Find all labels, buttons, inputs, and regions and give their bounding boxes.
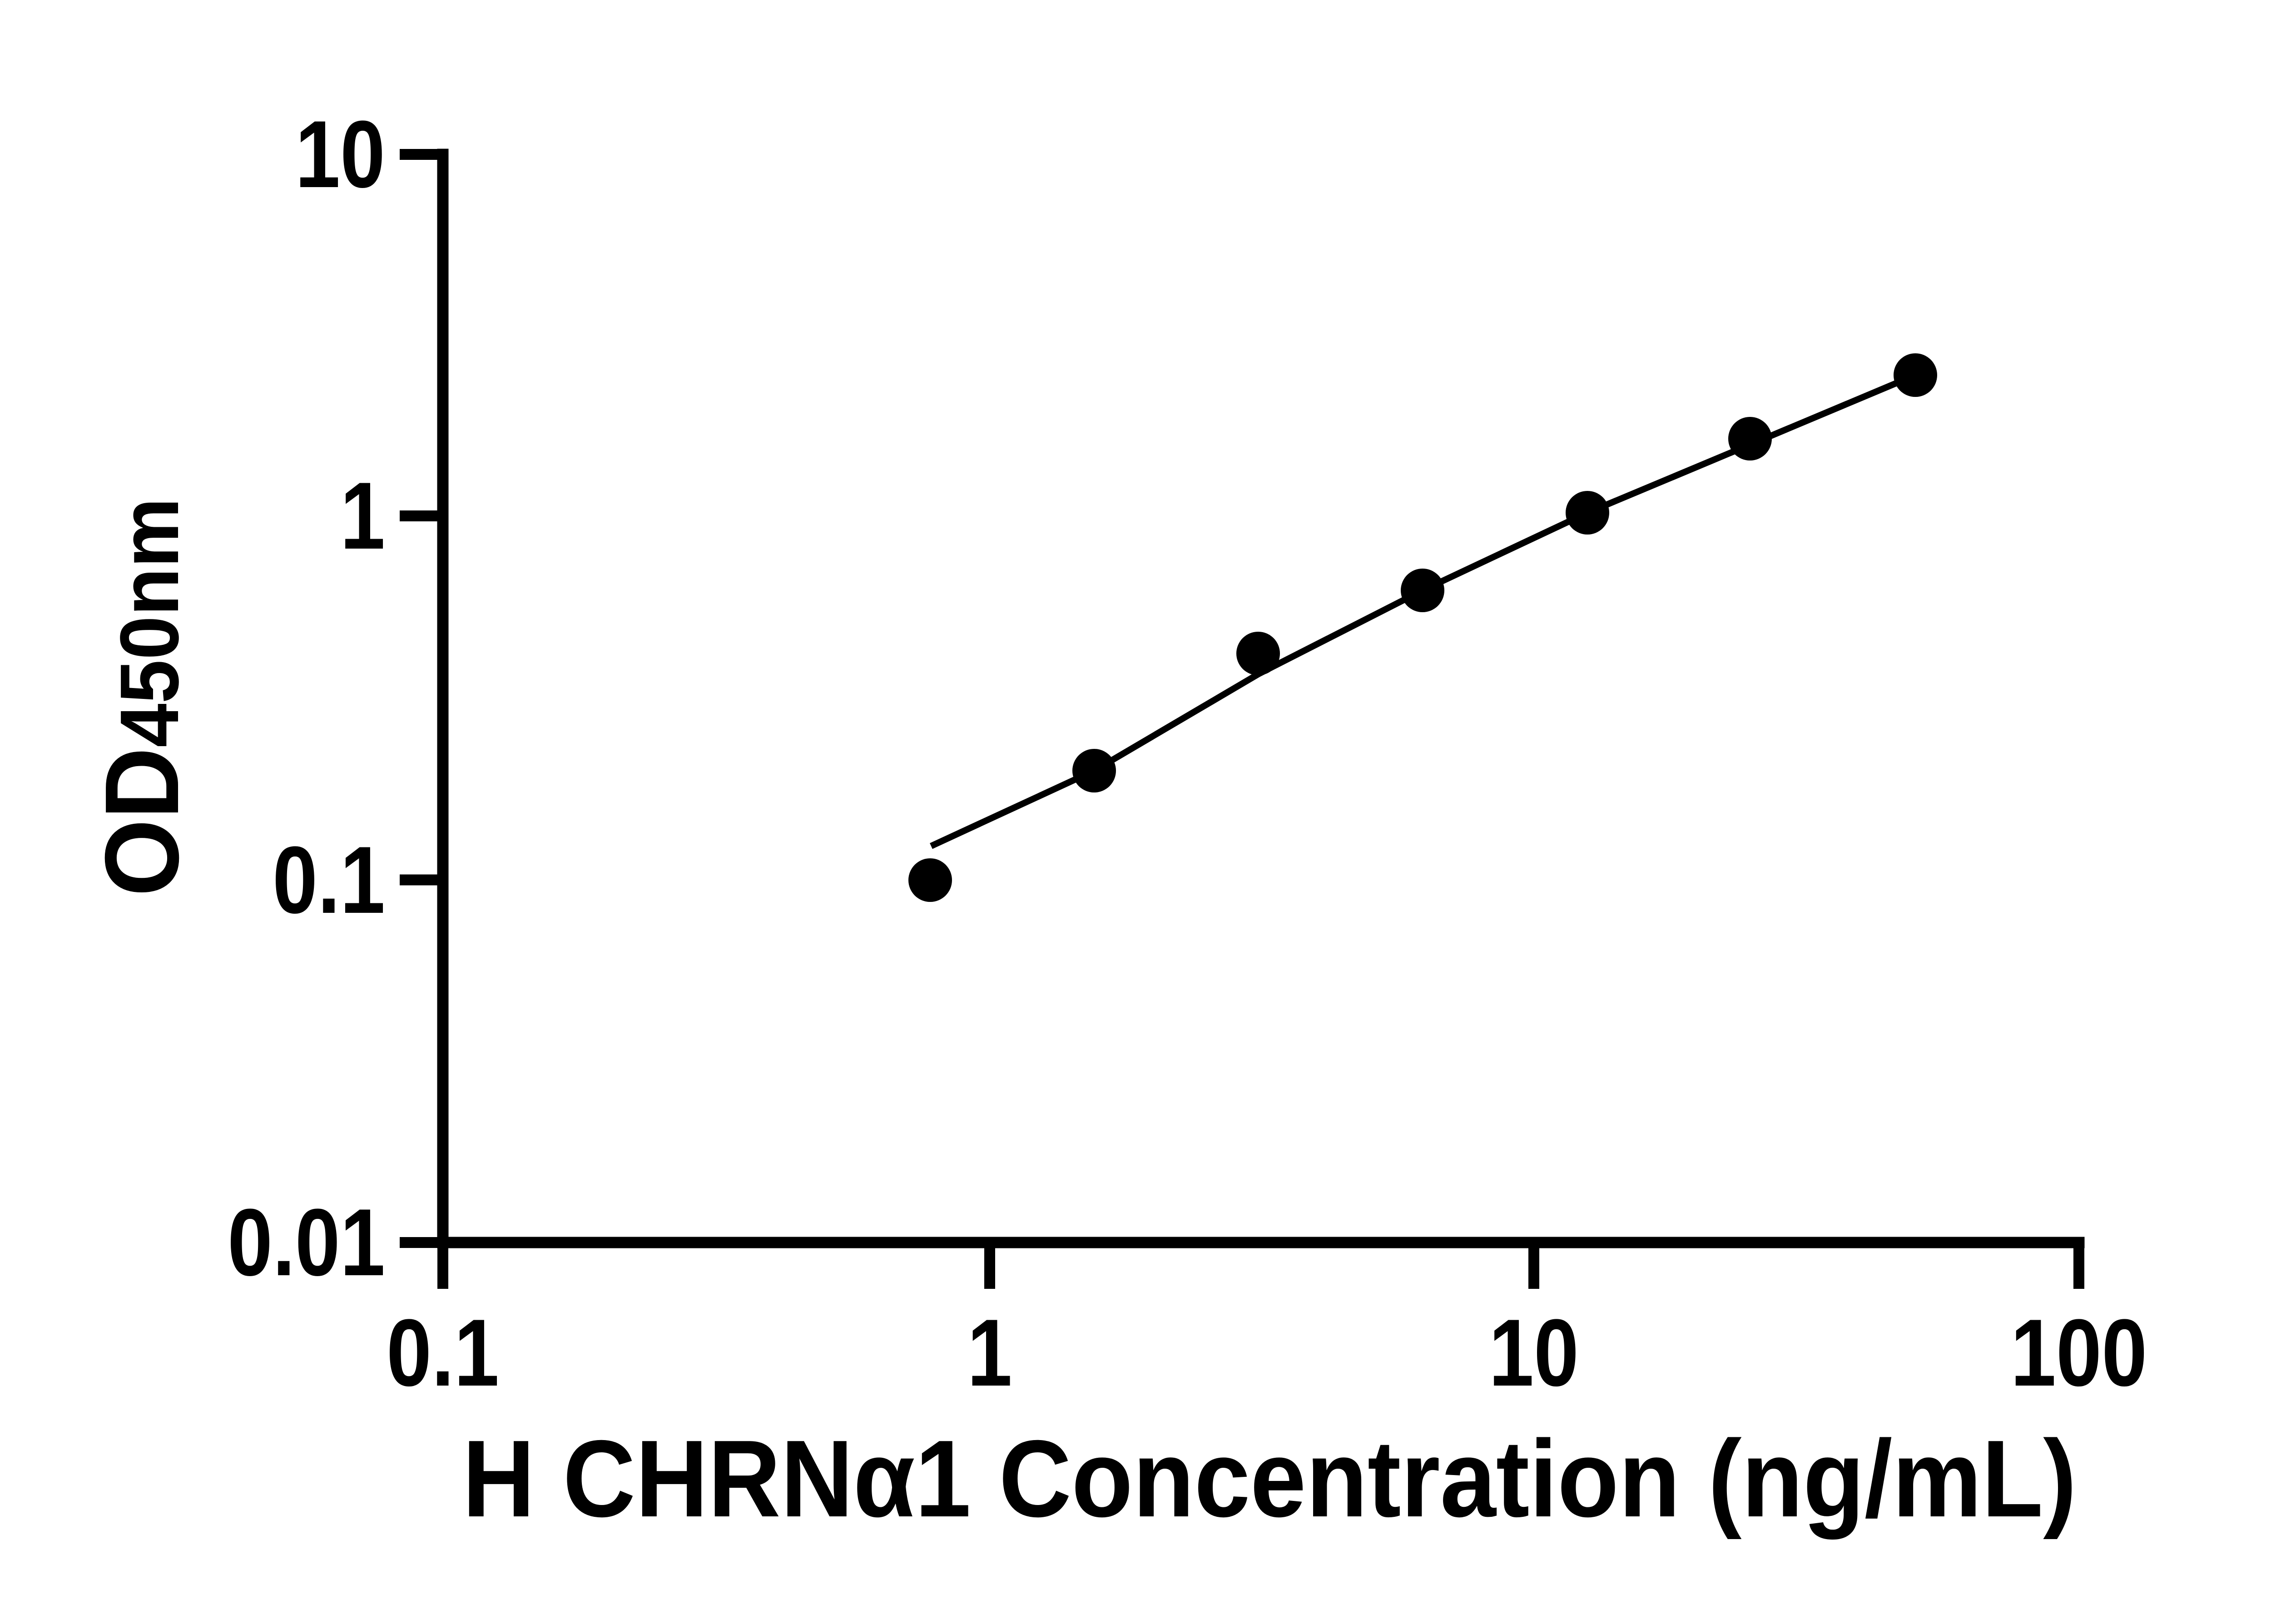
svg-text:10: 10 bbox=[295, 101, 385, 208]
svg-text:100: 100 bbox=[2011, 1299, 2147, 1406]
svg-text:OD450nm: OD450nm bbox=[83, 498, 200, 896]
svg-text:0.1: 0.1 bbox=[387, 1299, 499, 1406]
svg-text:1: 1 bbox=[967, 1299, 1012, 1406]
svg-text:H CHRNα1 Concentration (ng/mL): H CHRNα1 Concentration (ng/mL) bbox=[462, 1418, 2077, 1540]
svg-text:10: 10 bbox=[1489, 1299, 1579, 1406]
svg-text:0.01: 0.01 bbox=[228, 1189, 385, 1296]
svg-text:0.1: 0.1 bbox=[273, 827, 385, 933]
svg-text:1: 1 bbox=[340, 462, 385, 569]
